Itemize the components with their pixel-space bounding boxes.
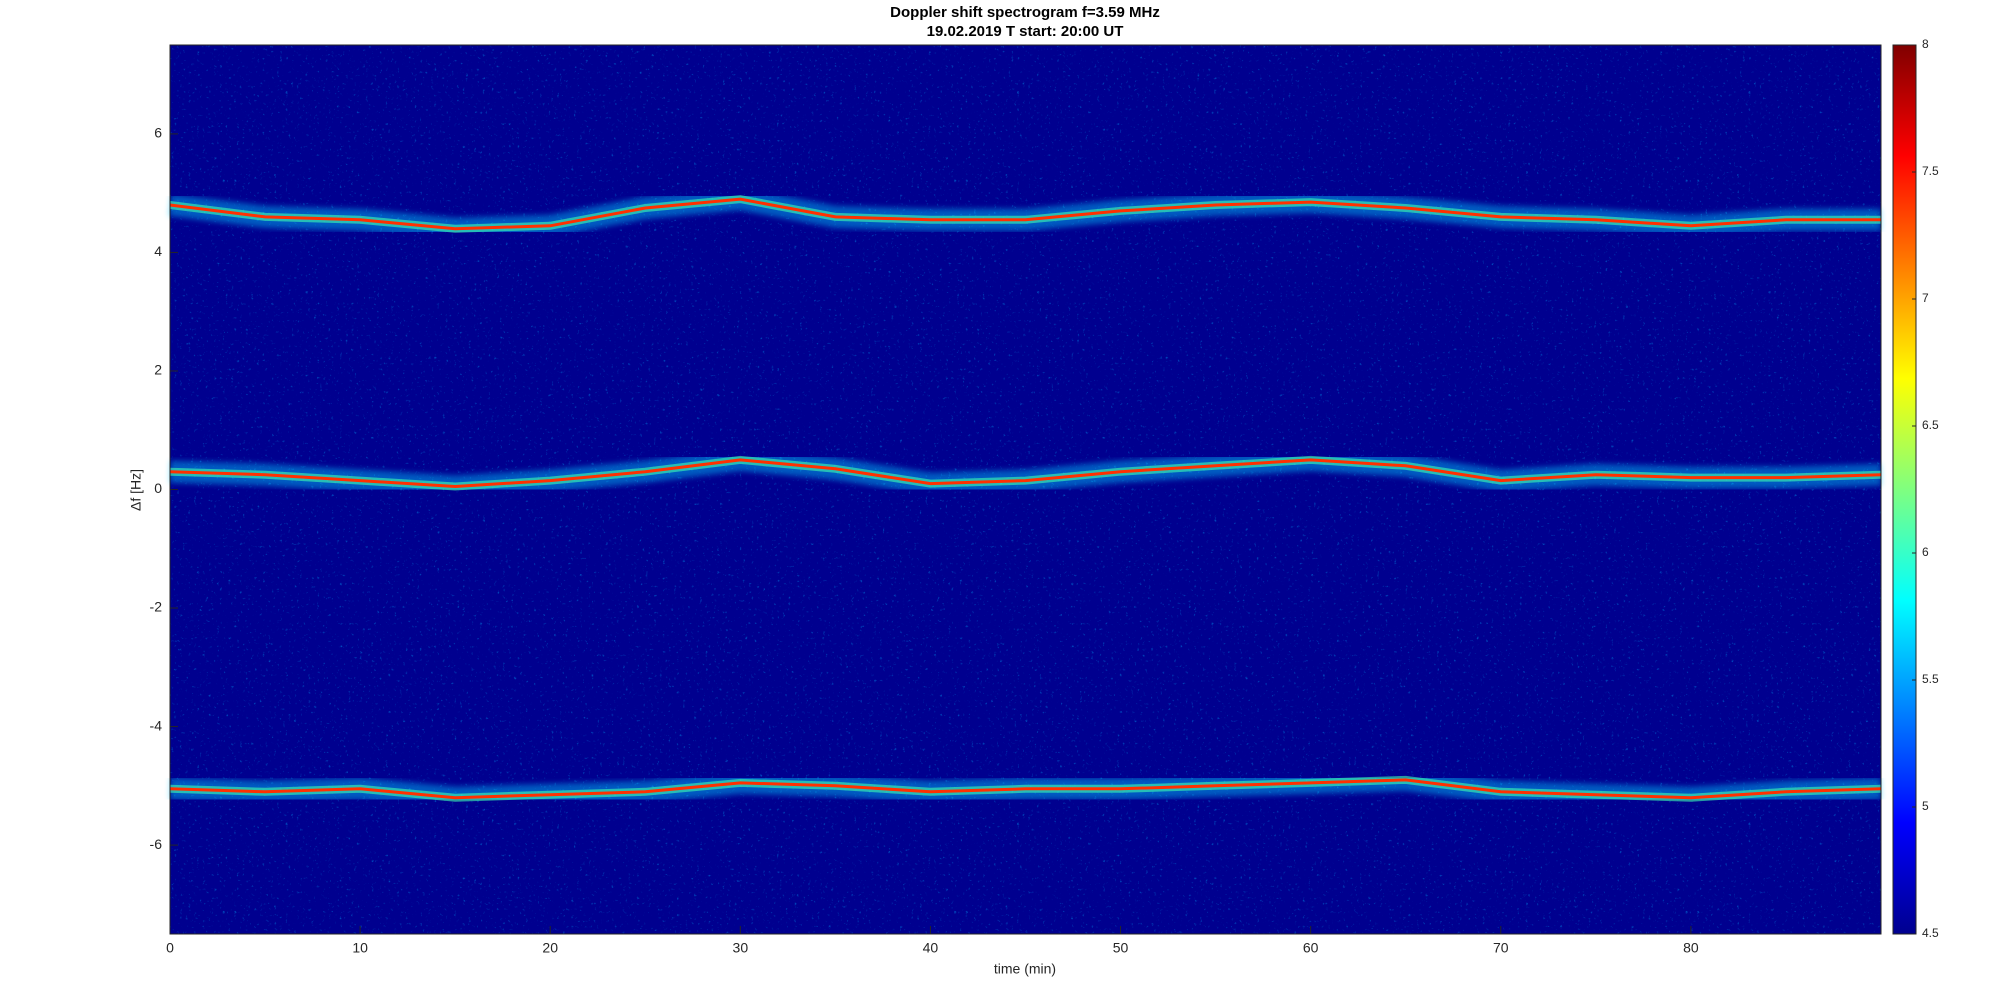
colorbar-tick-label: 7.5	[1922, 164, 1939, 178]
colorbar-tick-label: 5.5	[1922, 672, 1939, 686]
colorbar-tick-label: 4.5	[1922, 926, 1939, 940]
x-axis-label: time (min)	[994, 961, 1056, 977]
y-tick-label: 2	[154, 362, 162, 378]
x-tick-label: 10	[352, 940, 368, 956]
x-tick-label: 50	[1113, 940, 1129, 956]
chart-subtitle: 19.02.2019 T start: 20:00 UT	[927, 23, 1124, 40]
y-axis-label: Δf [Hz]	[128, 469, 144, 511]
colorbar-tick-label: 6.5	[1922, 418, 1939, 432]
x-tick-label: 80	[1683, 940, 1699, 956]
y-tick-label: 4	[154, 243, 162, 259]
x-tick-label: 20	[542, 940, 558, 956]
y-tick-label: -6	[150, 836, 163, 852]
y-tick-label: -2	[150, 599, 163, 615]
y-tick-label: 6	[154, 125, 162, 141]
chart-title: Doppler shift spectrogram f=3.59 MHz	[890, 4, 1160, 21]
colorbar-tick-label: 6	[1922, 545, 1929, 559]
colorbar-tick-label: 5	[1922, 799, 1929, 813]
x-tick-label: 30	[733, 940, 749, 956]
trace	[169, 458, 1882, 489]
y-tick-label: 0	[154, 480, 162, 496]
colorbar-tick-label: 7	[1922, 291, 1929, 305]
colorbar	[1892, 44, 1917, 935]
trace	[169, 778, 1882, 800]
x-tick-label: 40	[923, 940, 939, 956]
colorbar-tick-label: 8	[1922, 37, 1929, 51]
y-tick-label: -4	[150, 717, 163, 733]
x-tick-label: 60	[1303, 940, 1319, 956]
trace	[169, 197, 1881, 231]
x-tick-label: 0	[166, 940, 174, 956]
x-tick-label: 70	[1493, 940, 1509, 956]
